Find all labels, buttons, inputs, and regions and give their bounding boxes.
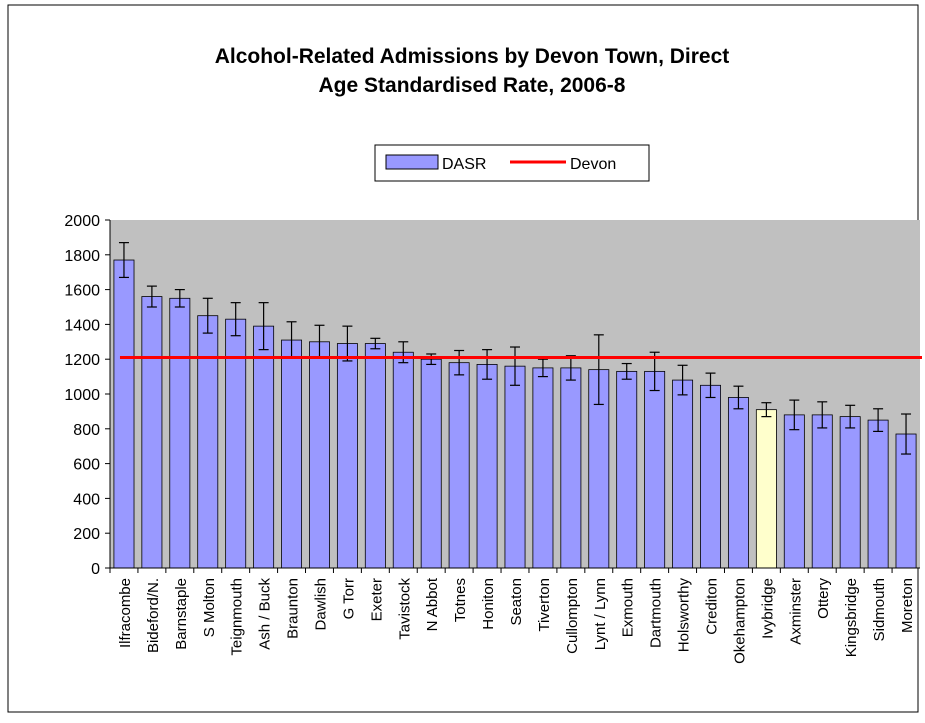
bar bbox=[169, 297, 191, 569]
bar bbox=[532, 367, 554, 569]
bar bbox=[560, 367, 582, 569]
chart-title: Age Standardised Rate, 2006-8 bbox=[319, 74, 626, 97]
x-tick-label: Exeter bbox=[368, 578, 385, 621]
x-tick-label: Bideford/N. bbox=[145, 578, 162, 653]
bar bbox=[309, 341, 330, 569]
x-tick-label: Okehampton bbox=[731, 578, 748, 664]
x-tick-label: Ottery bbox=[815, 578, 832, 619]
x-tick-label: Tavistock bbox=[396, 578, 413, 640]
x-tick-label: Kingsbridge bbox=[843, 578, 860, 657]
x-tick-label: Lynt / Lynn bbox=[592, 578, 609, 650]
bar bbox=[448, 362, 470, 569]
x-tick-label: G Torr bbox=[340, 578, 357, 619]
y-tick-label: 600 bbox=[73, 457, 100, 474]
bar bbox=[755, 409, 777, 569]
x-tick-label: Dartmouth bbox=[648, 578, 665, 648]
y-tick-label: 1800 bbox=[64, 248, 100, 265]
legend-swatch bbox=[385, 154, 439, 170]
bar bbox=[392, 351, 414, 569]
x-tick-label: N Abbot bbox=[424, 577, 441, 631]
bar bbox=[616, 370, 638, 569]
x-tick-label: Dawlish bbox=[312, 578, 329, 631]
bar bbox=[727, 397, 749, 569]
legend-label: Devon bbox=[570, 156, 616, 173]
y-tick-label: 1400 bbox=[64, 317, 100, 334]
x-tick-label: Tiverton bbox=[536, 578, 553, 632]
bar bbox=[364, 343, 386, 569]
y-tick-label: 1600 bbox=[64, 283, 100, 300]
bar bbox=[420, 358, 442, 569]
y-tick-label: 0 bbox=[91, 561, 100, 578]
x-tick-label: Honiton bbox=[480, 578, 497, 630]
bar bbox=[700, 384, 721, 569]
x-tick-label: Moreton bbox=[899, 578, 916, 633]
bar bbox=[476, 364, 498, 569]
chart-title: Alcohol-Related Admissions by Devon Town… bbox=[215, 45, 730, 68]
x-tick-label: Totnes bbox=[452, 578, 469, 622]
x-tick-label: Barnstaple bbox=[173, 578, 190, 650]
y-tick-label: 1000 bbox=[64, 387, 100, 404]
x-tick-label: Exmouth bbox=[620, 578, 637, 637]
bar bbox=[336, 343, 358, 569]
bar bbox=[644, 370, 666, 569]
y-tick-label: 400 bbox=[73, 491, 100, 508]
bar bbox=[811, 414, 833, 569]
y-tick-label: 200 bbox=[73, 526, 100, 543]
bar bbox=[197, 315, 219, 569]
bar bbox=[113, 259, 135, 569]
y-tick-label: 1200 bbox=[64, 352, 100, 369]
x-tick-label: Seaton bbox=[508, 578, 525, 626]
x-tick-label: Sidmouth bbox=[871, 578, 888, 641]
x-tick-label: Axminster bbox=[787, 578, 804, 645]
x-tick-label: Braunton bbox=[285, 578, 302, 639]
x-tick-label: Crediton bbox=[704, 578, 721, 635]
x-tick-label: S Molton bbox=[201, 578, 218, 637]
x-tick-label: Cullompton bbox=[564, 578, 581, 654]
bar bbox=[141, 296, 163, 569]
x-tick-label: Ivybridge bbox=[759, 578, 776, 639]
bar bbox=[783, 414, 805, 569]
bar bbox=[867, 419, 889, 569]
bar bbox=[839, 416, 861, 569]
y-tick-label: 800 bbox=[73, 422, 100, 439]
x-tick-label: Ash / Buck bbox=[257, 578, 274, 650]
y-tick-label: 2000 bbox=[64, 213, 100, 230]
bar bbox=[672, 379, 694, 569]
bar bbox=[504, 365, 526, 569]
x-tick-label: Ilfracombe bbox=[117, 578, 134, 648]
x-tick-label: Teignmouth bbox=[229, 578, 246, 656]
x-tick-label: Holsworthy bbox=[676, 578, 693, 653]
bar bbox=[253, 325, 275, 569]
legend-label: DASR bbox=[442, 156, 486, 173]
bar bbox=[281, 339, 303, 569]
